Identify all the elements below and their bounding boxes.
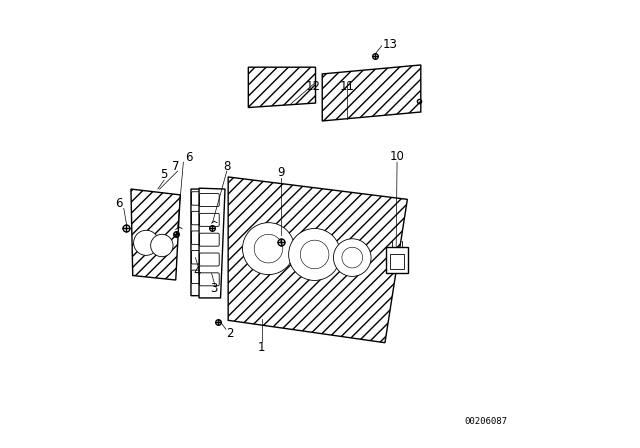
Polygon shape [199, 188, 225, 298]
Text: 1: 1 [258, 340, 266, 354]
Text: 11: 11 [339, 79, 355, 93]
Text: 9: 9 [277, 166, 285, 179]
Text: 4: 4 [193, 264, 200, 278]
Circle shape [333, 239, 371, 276]
Circle shape [289, 228, 340, 280]
Text: 6: 6 [115, 197, 122, 211]
Polygon shape [191, 189, 216, 296]
Text: 2: 2 [226, 327, 233, 340]
Text: 10: 10 [390, 150, 404, 164]
Bar [387, 247, 408, 273]
Text: 6: 6 [186, 151, 193, 164]
Text: 3: 3 [210, 282, 218, 296]
Text: 12: 12 [306, 79, 321, 93]
Text: 7: 7 [172, 160, 179, 173]
Circle shape [134, 230, 159, 255]
Circle shape [150, 234, 173, 257]
Text: 5: 5 [161, 168, 168, 181]
Text: 00206087: 00206087 [464, 417, 508, 426]
Bar [390, 254, 404, 269]
Circle shape [243, 223, 294, 275]
Text: 13: 13 [383, 38, 397, 52]
Text: 8: 8 [223, 160, 230, 173]
